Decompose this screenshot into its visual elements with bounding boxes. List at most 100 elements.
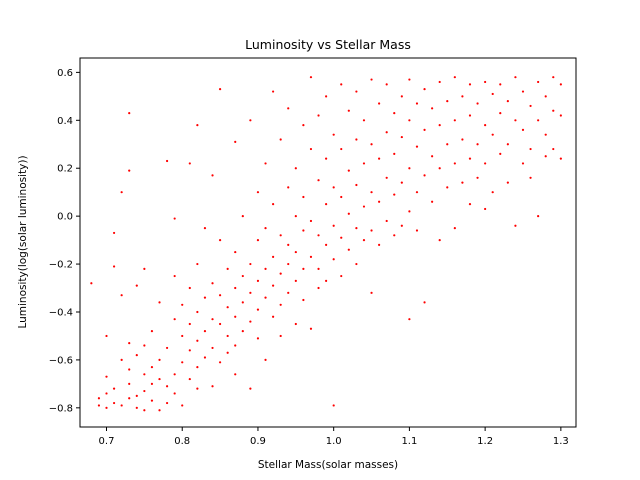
- data-point: [332, 186, 335, 189]
- data-point: [249, 387, 252, 390]
- data-point: [218, 88, 222, 91]
- data-point: [438, 167, 441, 170]
- data-point: [112, 401, 116, 405]
- data-point: [461, 138, 464, 141]
- data-point: [135, 406, 138, 409]
- data-point: [264, 267, 267, 270]
- data-point: [143, 373, 146, 376]
- data-point: [332, 258, 335, 261]
- data-point: [499, 83, 502, 86]
- data-point: [325, 95, 328, 98]
- data-point: [279, 234, 282, 237]
- data-point: [378, 157, 381, 160]
- data-point: [279, 138, 282, 141]
- data-point: [143, 409, 146, 412]
- data-point: [181, 404, 184, 407]
- data-point: [325, 157, 328, 160]
- data-point: [120, 404, 123, 407]
- data-point: [446, 186, 449, 189]
- chart-title: Luminosity vs Stellar Mass: [245, 37, 411, 52]
- data-point: [241, 274, 244, 278]
- data-point: [415, 145, 419, 148]
- data-point: [128, 169, 131, 172]
- data-point: [249, 262, 252, 266]
- data-point: [196, 366, 199, 369]
- data-point: [173, 373, 176, 376]
- data-point: [302, 123, 305, 127]
- data-point: [468, 203, 472, 206]
- data-point: [484, 80, 487, 84]
- data-point: [272, 255, 275, 258]
- data-point: [362, 239, 366, 242]
- data-point: [294, 167, 297, 170]
- data-point: [256, 308, 260, 311]
- data-point: [128, 368, 131, 371]
- data-point: [120, 294, 123, 297]
- data-point: [355, 227, 358, 230]
- data-point: [143, 267, 146, 270]
- x-tick-label: 1.0: [326, 436, 342, 447]
- data-point: [188, 162, 191, 165]
- y-tick-label: 0.4: [57, 116, 73, 127]
- data-point: [370, 191, 373, 194]
- data-point: [446, 100, 449, 103]
- data-point: [272, 203, 275, 206]
- data-point: [325, 243, 328, 246]
- data-point: [249, 119, 252, 122]
- data-point: [135, 354, 138, 357]
- data-point: [234, 250, 237, 254]
- data-point: [143, 344, 146, 347]
- data-point: [537, 119, 540, 122]
- data-point: [461, 181, 464, 184]
- data-point: [226, 306, 229, 309]
- data-point: [529, 104, 532, 108]
- data-point: [355, 90, 358, 93]
- data-point: [135, 284, 138, 287]
- data-point: [423, 301, 426, 304]
- data-point: [226, 334, 229, 338]
- data-point: [408, 78, 411, 81]
- data-point: [150, 330, 154, 333]
- data-point: [226, 267, 229, 270]
- data-point: [196, 262, 199, 266]
- data-point: [120, 191, 123, 194]
- data-point: [393, 193, 396, 196]
- data-point: [279, 334, 282, 338]
- data-point: [476, 102, 479, 105]
- data-point: [234, 315, 237, 318]
- data-point: [135, 394, 138, 397]
- data-point: [302, 229, 305, 232]
- data-point: [211, 174, 214, 177]
- data-point: [332, 224, 335, 227]
- data-point: [491, 92, 494, 96]
- data-point: [385, 83, 388, 86]
- data-point: [499, 152, 502, 155]
- data-point: [347, 169, 350, 172]
- data-point: [128, 342, 131, 345]
- y-tick-label: −0.4: [49, 307, 73, 318]
- data-point: [105, 392, 108, 395]
- data-point: [340, 274, 343, 278]
- data-point: [173, 217, 176, 220]
- data-point: [491, 191, 494, 194]
- data-point: [544, 155, 547, 158]
- data-point: [544, 133, 547, 136]
- data-point: [150, 399, 154, 402]
- data-point: [203, 227, 207, 230]
- data-point: [90, 282, 93, 285]
- data-point: [211, 282, 214, 285]
- data-point: [506, 143, 509, 146]
- data-point: [105, 406, 108, 409]
- data-point: [105, 375, 108, 378]
- data-point: [559, 157, 562, 160]
- data-point: [272, 315, 275, 318]
- data-point: [287, 107, 290, 110]
- y-tick-label: 0.2: [57, 164, 73, 175]
- data-point: [272, 284, 275, 287]
- data-point: [453, 227, 456, 230]
- data-point: [211, 346, 214, 350]
- data-point: [226, 351, 229, 354]
- data-point: [317, 234, 320, 237]
- data-point: [302, 195, 305, 199]
- data-point: [188, 286, 191, 290]
